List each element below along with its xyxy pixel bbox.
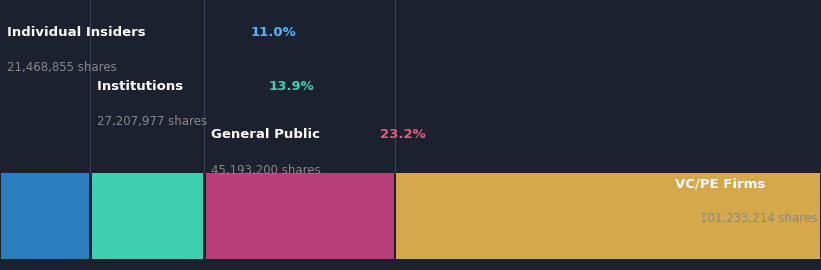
Text: 21,468,855 shares: 21,468,855 shares bbox=[7, 61, 117, 74]
Text: 11.0%: 11.0% bbox=[251, 26, 296, 39]
Text: 101,233,214 shares: 101,233,214 shares bbox=[699, 212, 817, 225]
Text: 45,193,200 shares: 45,193,200 shares bbox=[211, 164, 321, 177]
Bar bbox=[2, 173, 89, 259]
Text: Institutions: Institutions bbox=[97, 80, 188, 93]
Text: VC/PE Firms: VC/PE Firms bbox=[675, 177, 769, 190]
Bar bbox=[397, 173, 819, 259]
Text: General Public: General Public bbox=[211, 129, 324, 141]
Text: 13.9%: 13.9% bbox=[268, 80, 314, 93]
Bar bbox=[206, 173, 394, 259]
Text: Individual Insiders: Individual Insiders bbox=[7, 26, 149, 39]
Text: 27,207,977 shares: 27,207,977 shares bbox=[97, 115, 207, 128]
Text: 23.2%: 23.2% bbox=[380, 129, 425, 141]
Bar bbox=[92, 173, 204, 259]
Text: 51.9%: 51.9% bbox=[771, 177, 817, 190]
